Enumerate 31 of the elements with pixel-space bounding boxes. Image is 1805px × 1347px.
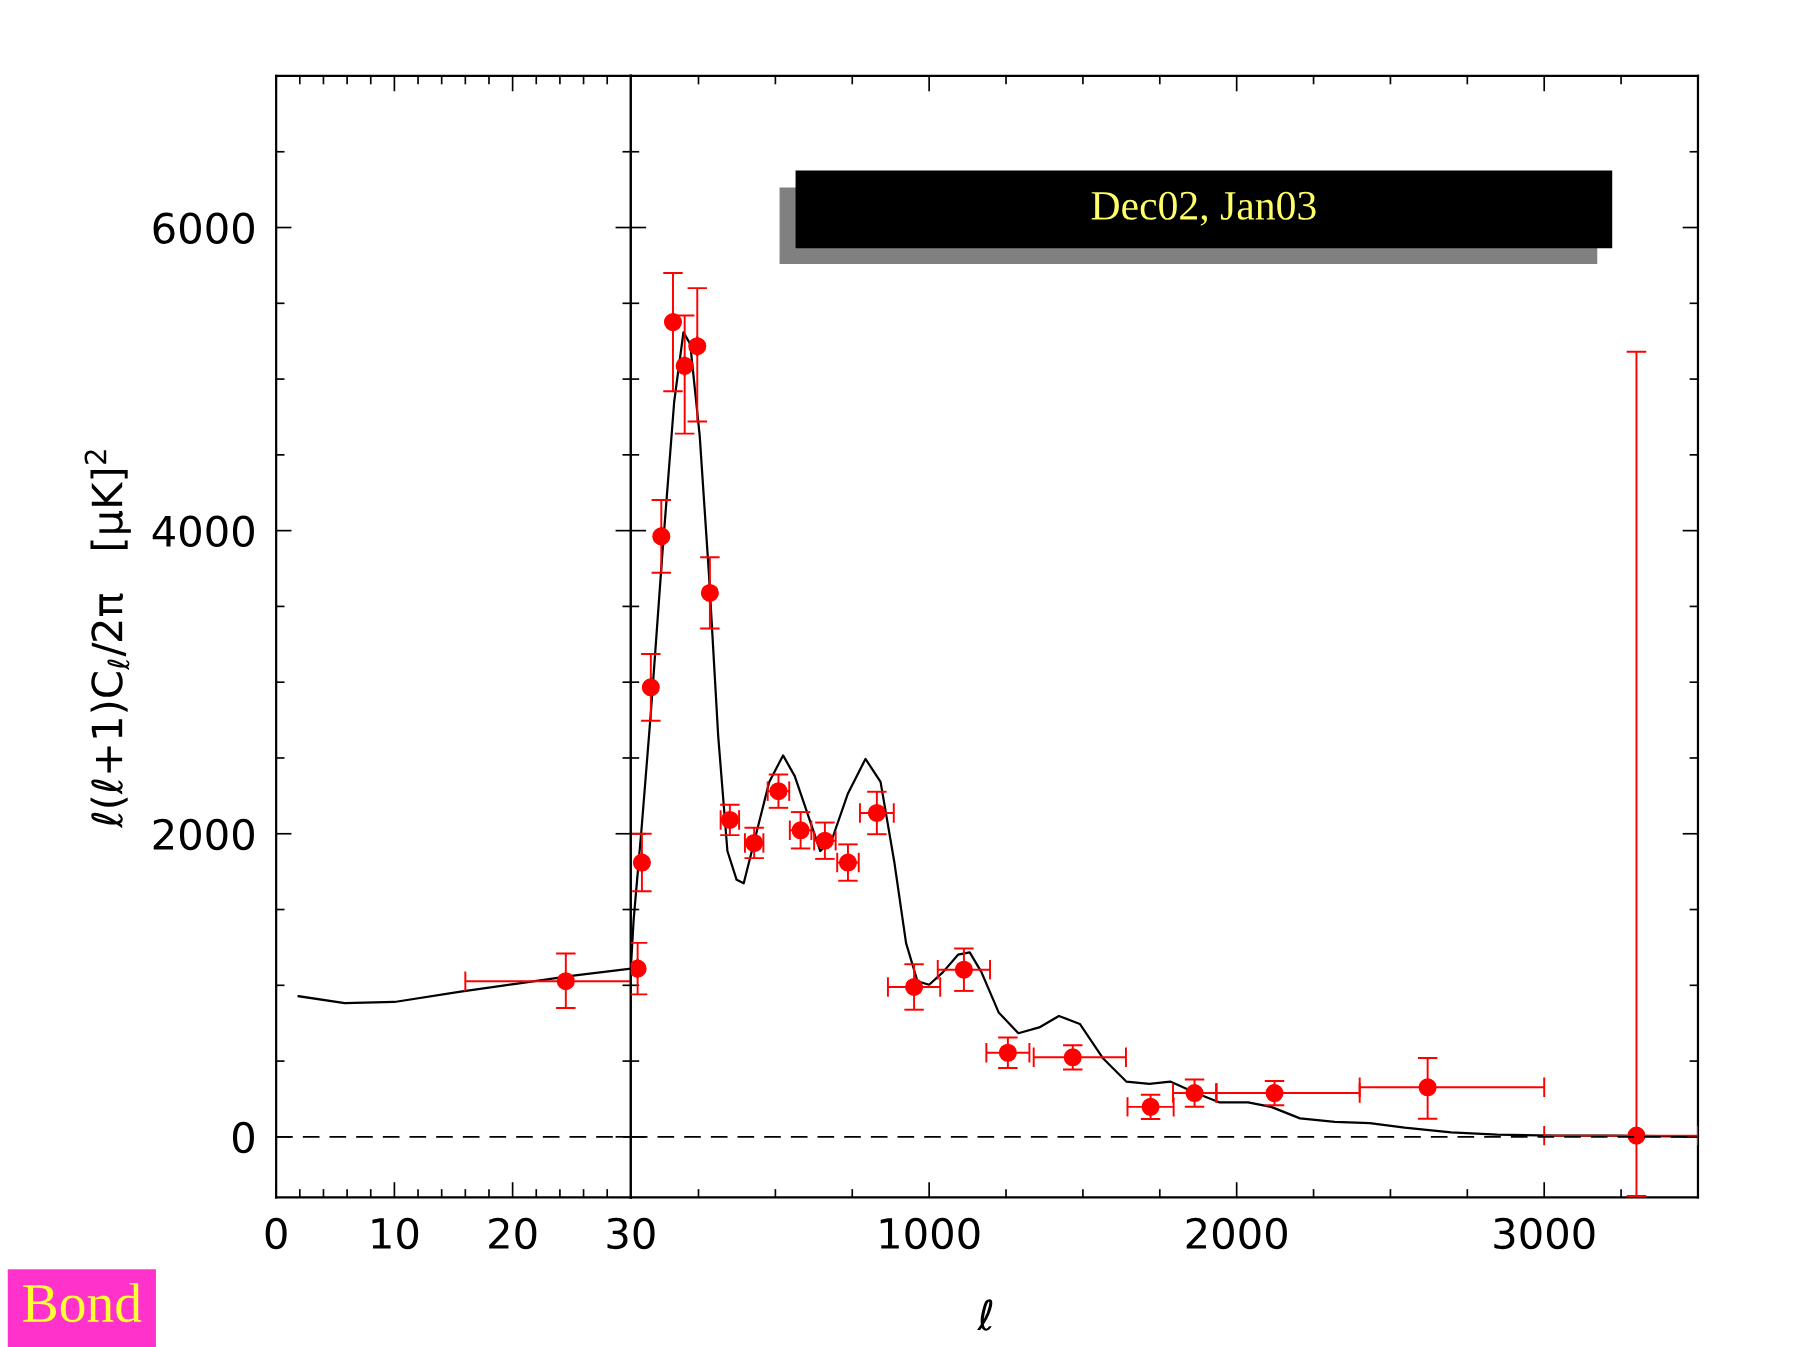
annotation: Dec02, Jan03 [1091, 191, 1316, 226]
point [1265, 1084, 1284, 1103]
point [641, 678, 660, 697]
point [867, 803, 886, 823]
point [632, 853, 651, 872]
point [1185, 1084, 1204, 1103]
x-tick-label: 0 [265, 1217, 287, 1250]
point [652, 527, 671, 546]
y-tick-label: 0 [232, 1121, 254, 1154]
x-tick-label: 20 [489, 1217, 537, 1250]
x-tick-label: 30 [607, 1217, 655, 1250]
x-tick-label: 2000 [1186, 1217, 1287, 1250]
point [905, 977, 924, 997]
x-tick-label: 10 [372, 1217, 419, 1250]
point [1627, 1126, 1646, 1145]
y-tick-label: 4000 [152, 515, 254, 548]
x-tick-label: 3000 [1494, 1217, 1595, 1250]
point [663, 313, 683, 332]
point [1418, 1078, 1437, 1097]
text: Bond [23, 1283, 142, 1323]
point [700, 583, 719, 602]
y-tick-label: 6000 [153, 212, 254, 244]
y-axis-title: ℓ(ℓ+1)C$_{ℓ}$/2π [μK]$^{2}$ [84, 450, 131, 829]
point [688, 337, 707, 356]
point [630, 959, 647, 978]
point [675, 356, 694, 375]
point [954, 960, 973, 979]
point [998, 1043, 1017, 1062]
x-tick-label: 1000 [880, 1217, 980, 1250]
y-tick-label: 2000 [153, 818, 254, 851]
x-axis-title: ℓ [977, 1299, 993, 1331]
